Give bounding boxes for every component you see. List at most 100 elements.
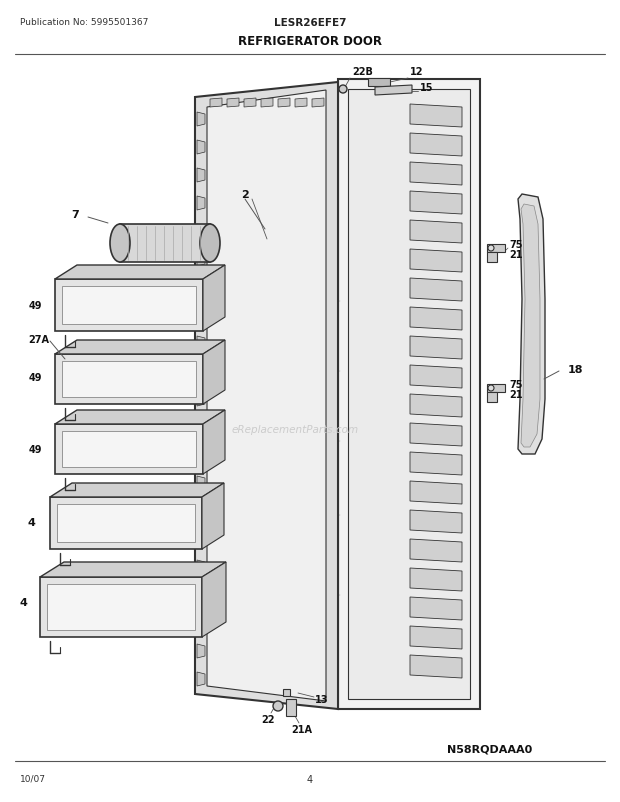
Polygon shape [197,504,205,518]
Polygon shape [55,265,225,280]
Text: LESR26EFE7: LESR26EFE7 [274,18,346,28]
Polygon shape [55,280,203,331]
Polygon shape [410,395,462,418]
Text: 7: 7 [71,210,79,220]
Polygon shape [203,265,225,331]
Text: 75: 75 [509,240,523,249]
Polygon shape [202,484,224,549]
Circle shape [488,386,494,391]
Polygon shape [410,655,462,678]
Text: N58RQDAAA0: N58RQDAAA0 [448,744,533,754]
Polygon shape [410,192,462,215]
Polygon shape [50,484,224,497]
Polygon shape [197,588,205,602]
Text: 49: 49 [29,301,42,310]
Ellipse shape [110,225,130,263]
Polygon shape [487,392,497,403]
Polygon shape [40,577,202,638]
Polygon shape [410,539,462,562]
Polygon shape [62,286,196,325]
Polygon shape [410,569,462,591]
Polygon shape [202,562,226,638]
Polygon shape [410,308,462,330]
Polygon shape [410,337,462,359]
Polygon shape [55,354,203,404]
Polygon shape [410,423,462,447]
Polygon shape [368,79,390,87]
Text: 22B: 22B [352,67,373,77]
Polygon shape [261,99,273,107]
Polygon shape [410,249,462,273]
Polygon shape [244,99,256,107]
Polygon shape [197,561,205,574]
Polygon shape [197,225,205,239]
Polygon shape [410,221,462,244]
Polygon shape [410,278,462,302]
Polygon shape [410,510,462,533]
Polygon shape [195,83,338,709]
Circle shape [273,701,283,711]
Polygon shape [197,113,205,127]
Polygon shape [197,420,205,435]
Polygon shape [197,448,205,463]
Text: REFRIGERATOR DOOR: REFRIGERATOR DOOR [238,35,382,48]
Polygon shape [278,99,290,107]
Text: 4: 4 [19,597,27,607]
Polygon shape [487,245,505,253]
Polygon shape [410,597,462,620]
Text: 18: 18 [568,365,583,375]
Text: 21A: 21A [291,724,312,734]
Polygon shape [338,80,480,709]
Text: 10/07: 10/07 [20,774,46,783]
Polygon shape [197,533,205,546]
Polygon shape [47,585,195,630]
Polygon shape [40,562,226,577]
Polygon shape [521,205,540,448]
Ellipse shape [200,225,220,263]
Polygon shape [197,253,205,267]
Polygon shape [197,672,205,687]
Text: 12: 12 [410,67,423,77]
Polygon shape [197,141,205,155]
Polygon shape [210,99,222,107]
Polygon shape [410,452,462,476]
Polygon shape [197,616,205,630]
Text: eReplacementParts.com: eReplacementParts.com [231,424,358,435]
Polygon shape [197,476,205,490]
Polygon shape [50,497,202,549]
Text: 13: 13 [315,695,329,704]
Polygon shape [197,168,205,183]
Polygon shape [410,481,462,504]
Polygon shape [295,99,307,107]
Polygon shape [57,504,195,542]
Text: 49: 49 [29,444,42,455]
Polygon shape [55,341,225,354]
Text: 4: 4 [307,774,313,784]
Polygon shape [62,362,196,398]
Polygon shape [312,99,324,107]
Text: 75: 75 [509,379,523,390]
Polygon shape [348,90,470,699]
Polygon shape [518,195,545,455]
Polygon shape [203,341,225,404]
Polygon shape [55,424,203,475]
Polygon shape [197,337,205,350]
Polygon shape [207,91,326,701]
Polygon shape [410,366,462,388]
Polygon shape [120,225,210,263]
Polygon shape [410,626,462,649]
Text: 21: 21 [509,249,523,260]
Polygon shape [410,105,462,128]
Polygon shape [197,644,205,658]
Circle shape [488,245,494,252]
Text: 49: 49 [29,373,42,383]
Polygon shape [62,431,196,468]
Polygon shape [55,411,225,424]
Text: 22: 22 [261,714,275,724]
Text: 4: 4 [27,517,35,528]
Polygon shape [410,163,462,186]
Polygon shape [197,392,205,407]
Polygon shape [197,365,205,379]
Text: Publication No: 5995501367: Publication No: 5995501367 [20,18,148,27]
Polygon shape [286,699,296,716]
